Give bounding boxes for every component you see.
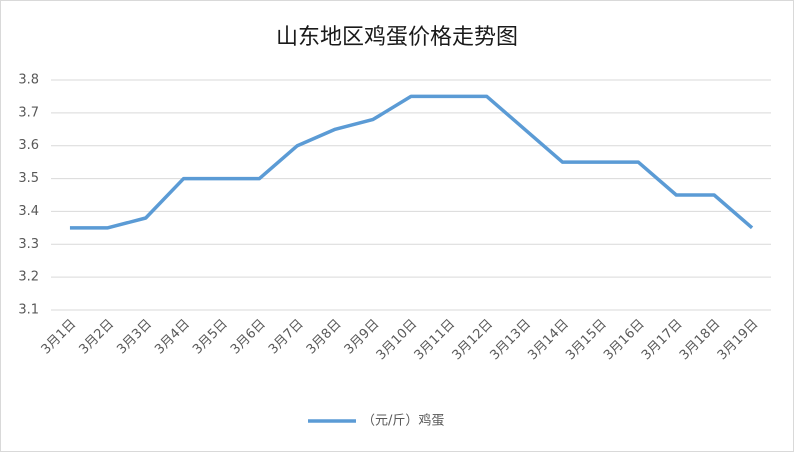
y-tick-label: 3.1 — [18, 303, 39, 318]
y-tick-label: 3.5 — [18, 171, 39, 186]
legend-label: （元/斤）鸡蛋 — [362, 413, 444, 429]
line-series — [69, 94, 754, 230]
y-tick-label: 3.8 — [18, 73, 39, 88]
y-tick-label: 3.6 — [18, 138, 39, 153]
y-tick-label: 3.7 — [18, 105, 39, 120]
y-tick-label: 3.2 — [18, 270, 39, 285]
y-tick-label: 3.4 — [18, 204, 39, 219]
chart-title: 山东地区鸡蛋价格走势图 — [276, 25, 518, 50]
y-tick-label: 3.3 — [18, 237, 39, 252]
